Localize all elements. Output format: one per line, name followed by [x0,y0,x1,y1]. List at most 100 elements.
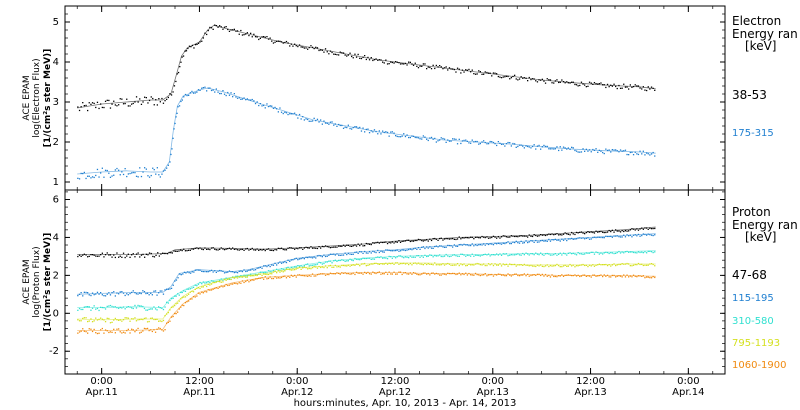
data-point [370,252,372,254]
data-point [111,175,113,177]
data-point [220,270,222,272]
y-tick-label: 1 [53,177,59,188]
data-point [416,248,418,250]
data-point [426,138,428,140]
data-point [603,252,605,254]
data-point [372,263,374,265]
data-point [623,252,625,254]
data-point [512,254,514,256]
data-point [357,272,359,274]
data-point [315,264,317,266]
data-point [514,273,516,275]
data-point [623,83,625,85]
data-point [272,269,275,272]
data-point [605,231,607,234]
data-point [652,275,654,278]
data-point [191,290,193,292]
data-point [574,83,576,86]
data-point [448,255,451,258]
data-point [276,40,278,42]
data-point [177,71,180,74]
data-point [360,130,363,132]
data-point [439,274,441,276]
data-point [82,308,84,311]
data-point [186,301,188,303]
data-point [292,45,294,47]
data-point [113,328,115,330]
data-point [233,271,235,274]
data-point [411,249,413,251]
data-point [294,43,296,45]
data-point [372,131,374,133]
data-point [179,66,181,68]
data-point [170,252,172,254]
data-point [315,275,317,277]
data-point [590,276,592,278]
data-point [382,61,384,63]
data-point [478,237,480,239]
data-point [466,264,468,267]
data-point [388,249,390,251]
data-point [437,255,439,257]
data-point [271,40,273,42]
data-point [479,255,481,257]
data-point [378,242,380,244]
data-point [504,264,506,266]
data-point [93,328,95,331]
data-point [285,267,288,269]
data-point [321,49,323,51]
data-point [290,113,292,115]
data-point [228,270,231,272]
data-point [632,85,635,88]
data-point [321,266,323,268]
data-point [476,273,478,276]
data-point [603,231,605,234]
data-point [347,124,349,126]
data-point [274,106,276,109]
data-point [179,273,181,275]
data-point [629,251,631,253]
data-point [411,264,413,266]
data-point [429,137,431,139]
data-point [383,241,385,243]
data-point [460,142,462,145]
data-point [509,242,511,245]
data-point [282,275,284,278]
data-point [256,248,258,250]
data-point [101,306,103,309]
data-point [189,298,191,300]
data-point [587,252,589,254]
data-point [346,55,348,57]
data-point [355,56,358,58]
data-point [315,247,317,249]
data-point [166,253,169,255]
data-point [580,151,583,153]
data-point [613,235,615,237]
data-point [566,233,568,235]
data-point [458,138,460,140]
data-point [406,249,408,251]
data-point [417,238,420,241]
data-point [346,265,348,267]
data-point [272,277,275,280]
data-point [619,263,622,266]
data-point [161,307,163,309]
data-point [93,254,95,256]
data-point [166,288,168,290]
data-point [479,244,481,246]
data-point [351,259,353,261]
data-point [253,269,255,271]
data-point [414,62,416,64]
data-point [173,128,175,130]
data-point [549,264,552,267]
data-point [157,252,159,254]
data-point [328,273,330,276]
data-point [248,99,250,101]
data-point [484,253,486,255]
data-point [235,276,237,279]
data-point [377,241,379,243]
data-point [140,331,142,333]
data-point [494,254,496,256]
data-point [151,317,153,319]
data-point [274,270,276,272]
